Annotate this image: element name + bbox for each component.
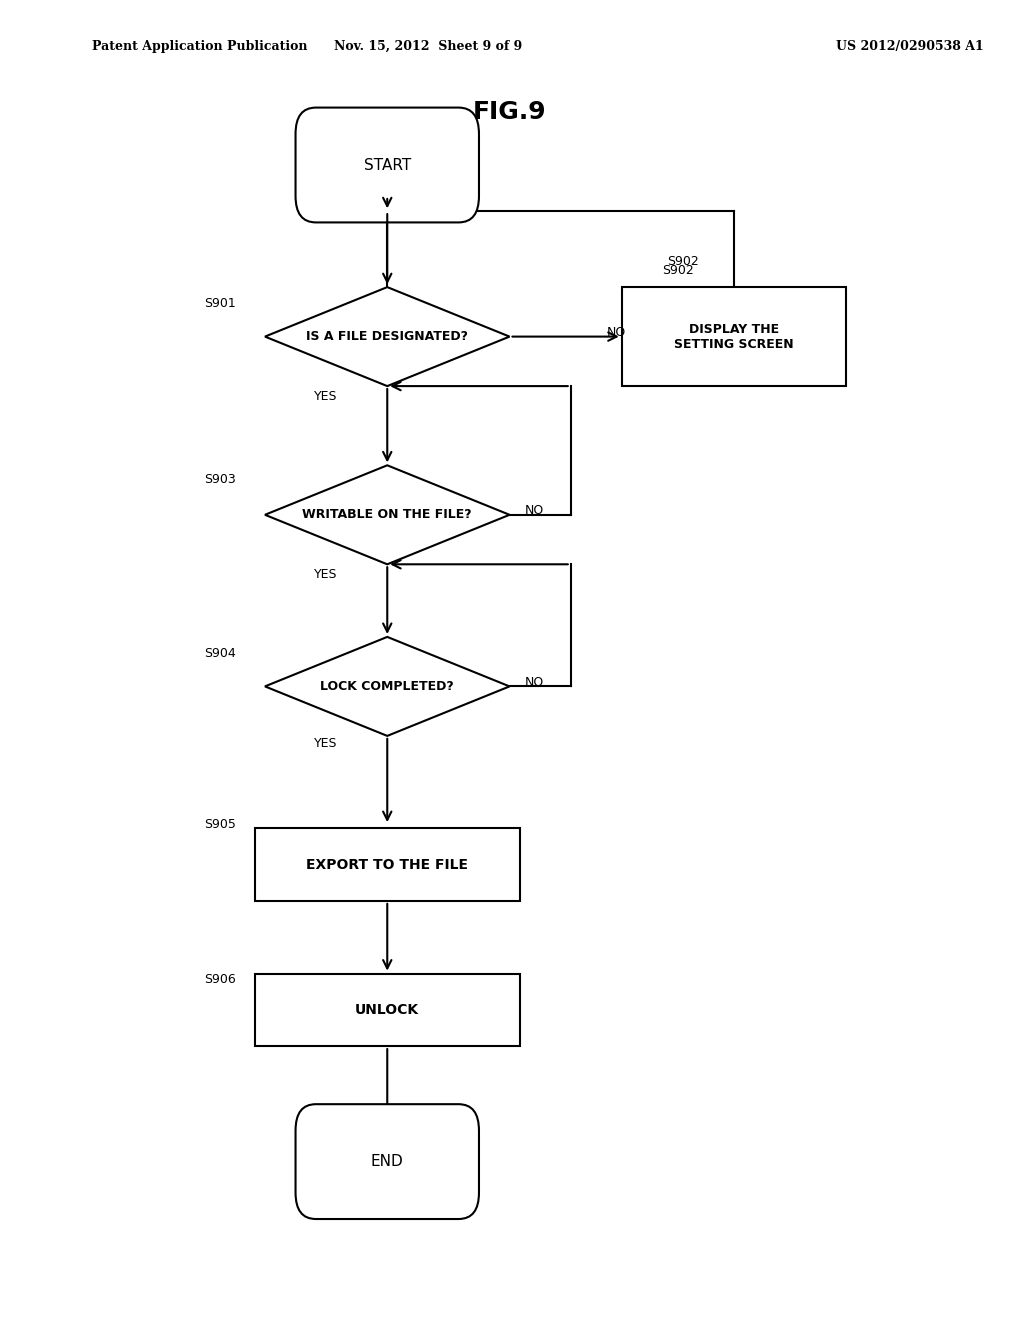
Text: S905: S905 [204, 818, 236, 832]
Polygon shape [265, 466, 510, 565]
Text: FIG.9: FIG.9 [473, 100, 547, 124]
Text: S902: S902 [663, 264, 694, 277]
Text: START: START [364, 157, 411, 173]
FancyBboxPatch shape [296, 1104, 479, 1220]
Text: END: END [371, 1154, 403, 1170]
FancyBboxPatch shape [296, 107, 479, 223]
FancyBboxPatch shape [255, 974, 520, 1045]
Text: DISPLAY THE
SETTING SCREEN: DISPLAY THE SETTING SCREEN [674, 322, 794, 351]
Text: S903: S903 [204, 473, 236, 486]
Polygon shape [265, 288, 510, 385]
FancyBboxPatch shape [255, 829, 520, 902]
Text: S904: S904 [204, 647, 236, 660]
Text: US 2012/0290538 A1: US 2012/0290538 A1 [836, 40, 983, 53]
Text: Patent Application Publication: Patent Application Publication [92, 40, 307, 53]
Text: NO: NO [525, 504, 544, 517]
Text: UNLOCK: UNLOCK [355, 1003, 419, 1016]
Polygon shape [265, 638, 510, 737]
FancyBboxPatch shape [622, 288, 846, 385]
Text: IS A FILE DESIGNATED?: IS A FILE DESIGNATED? [306, 330, 468, 343]
Text: Nov. 15, 2012  Sheet 9 of 9: Nov. 15, 2012 Sheet 9 of 9 [334, 40, 522, 53]
Text: LOCK COMPLETED?: LOCK COMPLETED? [321, 680, 454, 693]
Text: YES: YES [314, 737, 338, 750]
Text: YES: YES [314, 568, 338, 581]
Text: NO: NO [606, 326, 626, 339]
Text: S902: S902 [668, 255, 699, 268]
Text: NO: NO [525, 676, 544, 689]
Text: WRITABLE ON THE FILE?: WRITABLE ON THE FILE? [302, 508, 472, 521]
Text: YES: YES [314, 389, 338, 403]
Text: EXPORT TO THE FILE: EXPORT TO THE FILE [306, 858, 468, 871]
Text: S906: S906 [204, 973, 236, 986]
Text: S901: S901 [204, 297, 236, 310]
